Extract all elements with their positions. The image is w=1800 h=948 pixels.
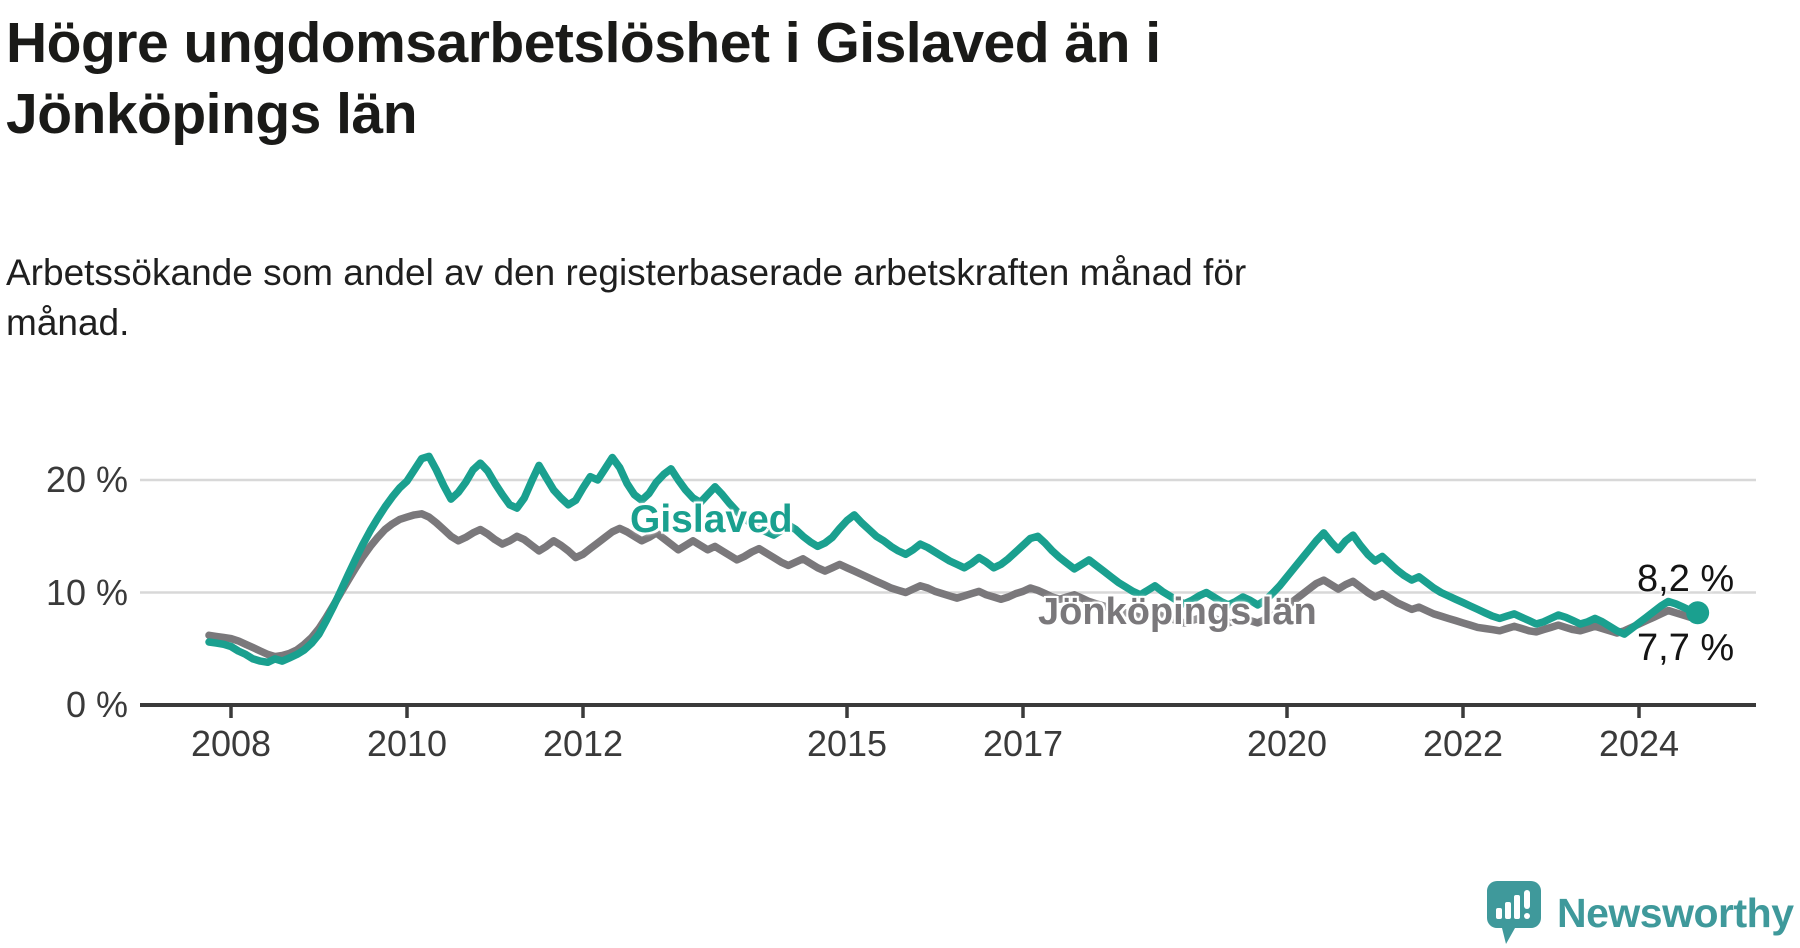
page-subtitle-line1: Arbetssökande som andel av den registerb… bbox=[6, 252, 1247, 293]
page-title-line2: Jönköpings län bbox=[6, 82, 418, 146]
page-title: Högre ungdomsarbetslöshet i Gislaved än … bbox=[6, 8, 1406, 150]
newsworthy-logo-icon bbox=[1487, 881, 1541, 944]
x-tick-label: 2020 bbox=[1246, 723, 1328, 764]
x-tick-label: 2010 bbox=[366, 723, 448, 764]
newsworthy-logo: Newsworthy bbox=[1486, 880, 1794, 946]
value-label-gislaved: 8,2 % bbox=[1637, 558, 1735, 600]
y-tick-label: 20 % bbox=[45, 459, 128, 500]
x-tick-label: 2015 bbox=[806, 723, 888, 764]
x-tick-label: 2024 bbox=[1598, 723, 1680, 764]
x-tick-label: 2017 bbox=[982, 723, 1064, 764]
x-tick-label: 2022 bbox=[1422, 723, 1504, 764]
value-label-jonkopings-lan: 7,7 % bbox=[1637, 627, 1735, 669]
series-end-dot bbox=[1686, 601, 1710, 625]
x-tick-label: 2012 bbox=[542, 723, 624, 764]
y-tick-label: 0 % bbox=[65, 684, 128, 725]
newsworthy-logo-text: Newsworthy bbox=[1557, 889, 1794, 936]
series-label-gislaved: Gislaved bbox=[630, 498, 793, 541]
series-line-gislaved bbox=[205, 452, 1702, 667]
series-line-jonkopings-lan bbox=[205, 510, 1702, 661]
page-title-line1: Högre ungdomsarbetslöshet i Gislaved än … bbox=[6, 11, 1161, 75]
y-tick-label: 10 % bbox=[45, 571, 128, 613]
x-tick-label: 2008 bbox=[190, 723, 272, 764]
page-subtitle-line2: månad. bbox=[6, 302, 130, 343]
page-subtitle: Arbetssökande som andel av den registerb… bbox=[6, 248, 1506, 348]
series-label-jonkopings-lan: Jönköpings län bbox=[1038, 591, 1317, 633]
